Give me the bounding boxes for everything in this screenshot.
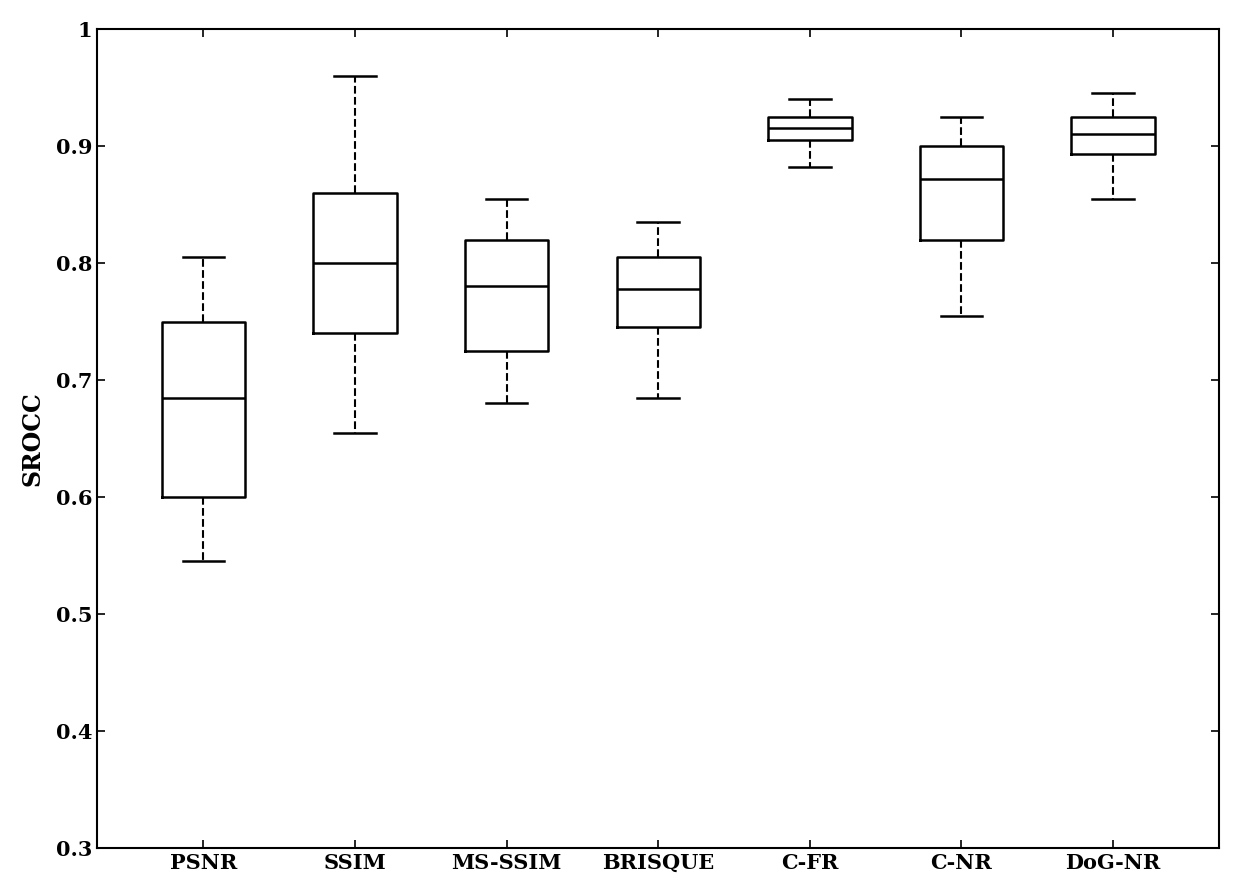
Y-axis label: SROCC: SROCC (21, 392, 45, 486)
